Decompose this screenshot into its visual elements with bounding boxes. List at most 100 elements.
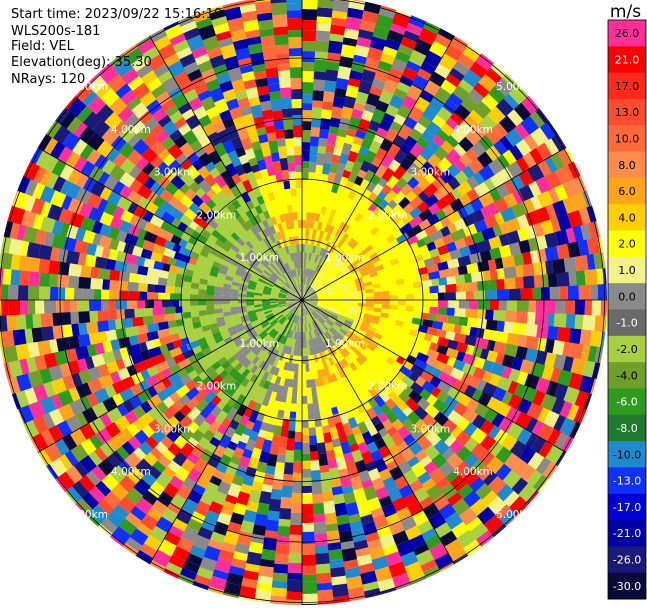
velocity-gate xyxy=(298,220,302,228)
velocity-gate xyxy=(477,309,486,319)
velocity-gate xyxy=(341,44,356,58)
velocity-gate xyxy=(397,305,405,311)
velocity-gate xyxy=(390,295,398,300)
velocity-gate xyxy=(485,290,497,300)
velocity-gate xyxy=(265,519,278,531)
velocity-gate xyxy=(302,180,308,188)
velocity-gate xyxy=(63,300,70,313)
velocity-gate xyxy=(556,300,565,314)
velocity-gate xyxy=(299,236,302,244)
velocity-gate xyxy=(190,294,198,300)
velocity-gate xyxy=(293,137,302,146)
velocity-gate xyxy=(322,425,330,433)
velocity-gate xyxy=(309,435,317,445)
velocity-gate xyxy=(316,30,331,41)
velocity-gate xyxy=(503,321,513,333)
velocity-gate xyxy=(296,396,302,404)
velocity-gate xyxy=(309,162,317,173)
velocity-gate xyxy=(28,300,35,315)
velocity-gate xyxy=(18,285,28,300)
velocity-gate xyxy=(438,285,446,293)
velocity-gate xyxy=(307,388,313,396)
velocity-gate xyxy=(302,575,317,582)
velocity-gate xyxy=(290,188,296,196)
velocity-gate xyxy=(143,316,154,326)
velocity-gate xyxy=(302,555,316,566)
velocity-gate xyxy=(8,300,20,316)
velocity-gate xyxy=(296,180,302,188)
velocity-gate xyxy=(25,314,33,329)
velocity-gate xyxy=(8,284,18,300)
velocity-gate xyxy=(317,589,334,602)
velocity-gate xyxy=(536,300,547,313)
velocity-gate xyxy=(281,485,292,498)
velocity-gate xyxy=(89,311,98,323)
velocity-gate xyxy=(293,450,302,461)
range-ring-label: 3.00km xyxy=(410,167,450,179)
velocity-gate xyxy=(302,461,311,469)
velocity-gate xyxy=(50,287,58,300)
velocity-gate xyxy=(296,188,302,196)
velocity-gate xyxy=(390,300,398,305)
velocity-gate xyxy=(374,296,382,300)
velocity-gate xyxy=(238,300,246,303)
velocity-gate xyxy=(366,296,374,300)
velocity-gate xyxy=(445,292,456,300)
velocity-gate xyxy=(302,62,315,71)
velocity-gate xyxy=(302,404,308,412)
velocity-gate xyxy=(467,282,478,292)
velocity-gate xyxy=(312,494,323,504)
colorbar-label: -26.0 xyxy=(613,554,641,567)
velocity-gate xyxy=(575,255,589,271)
velocity-gate xyxy=(267,510,280,520)
velocity-gate xyxy=(292,115,302,125)
start-time-label: Start time: 2023/09/22 15:16:19 xyxy=(11,8,222,21)
velocity-gate xyxy=(397,289,405,295)
velocity-gate xyxy=(414,300,422,306)
velocity-gate xyxy=(275,544,289,555)
velocity-gate xyxy=(222,300,230,304)
velocity-gate xyxy=(134,308,145,317)
velocity-gate xyxy=(37,340,51,356)
elevation-label: Elevation(deg): 35.30 xyxy=(11,56,152,69)
velocity-gate xyxy=(310,451,319,461)
velocity-gate xyxy=(98,268,110,280)
velocity-gate xyxy=(327,458,337,468)
velocity-gate xyxy=(270,595,287,604)
velocity-gate xyxy=(291,503,302,513)
colorbar-label: -13.0 xyxy=(613,475,641,488)
velocity-gate xyxy=(522,263,534,277)
velocity-gate xyxy=(147,292,158,300)
velocity-gate xyxy=(127,300,137,309)
velocity-gate xyxy=(302,493,313,504)
velocity-gate xyxy=(406,294,414,300)
velocity-gate xyxy=(315,165,323,174)
colorbar-label: 6.0 xyxy=(618,185,636,198)
velocity-gate xyxy=(314,71,327,80)
velocity-gate xyxy=(323,91,335,102)
velocity-gate xyxy=(524,324,538,338)
range-ring-label: 1.00km xyxy=(239,252,279,264)
velocity-gate xyxy=(318,138,327,147)
velocity-gate xyxy=(101,289,109,300)
velocity-gate xyxy=(466,291,474,300)
velocity-gate xyxy=(327,52,341,63)
velocity-gate xyxy=(52,312,61,326)
velocity-gate xyxy=(445,284,457,293)
velocity-gate xyxy=(582,315,595,331)
velocity-gate xyxy=(286,580,302,592)
velocity-gate xyxy=(302,486,312,493)
velocity-gate xyxy=(302,469,312,478)
colorbar-label: -17.0 xyxy=(613,501,641,514)
velocity-gate xyxy=(31,327,43,342)
velocity-gate xyxy=(273,564,288,574)
velocity-gate xyxy=(82,288,94,300)
velocity-gate xyxy=(288,37,302,48)
velocity-gate xyxy=(302,356,305,364)
range-ring-label: 4.00km xyxy=(111,124,151,136)
instrument-label: WLS200s-181 xyxy=(11,25,100,38)
colorbar-label: 4.0 xyxy=(618,211,636,224)
velocity-gate xyxy=(574,314,583,329)
velocity-gate xyxy=(302,188,308,196)
